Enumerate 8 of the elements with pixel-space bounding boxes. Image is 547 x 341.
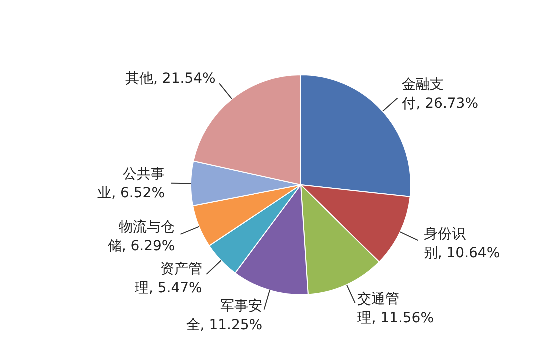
slice-label: 其他, 21.54% [126, 70, 216, 87]
slice-label: 交通管理, 11.56% [358, 292, 434, 327]
slice-label: 物流与仓储, 6.29% [108, 220, 176, 255]
slice-label: 资产管理, 5.47% [134, 262, 202, 297]
slice-label: 公共事业, 6.52% [98, 166, 166, 202]
slice-label: 军事安全, 11.25% [186, 298, 263, 334]
slice-label: 金融支付, 26.73% [401, 77, 479, 112]
slice-label: 身份识别, 10.64% [424, 226, 500, 262]
